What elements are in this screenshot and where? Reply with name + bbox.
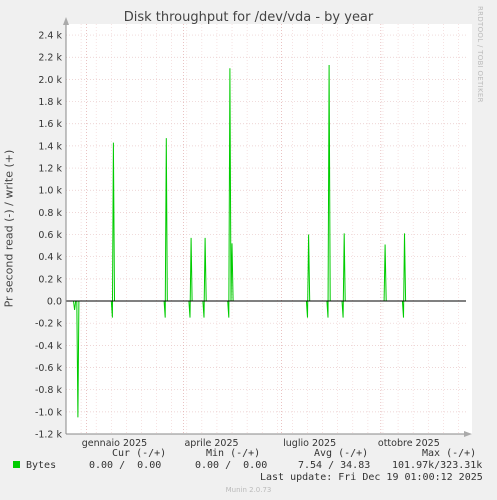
- y-tick-label: -0.2 k: [35, 319, 63, 330]
- legend-header-avg: Avg (-/+): [314, 448, 369, 459]
- y-tick-label: -1.0 k: [35, 407, 63, 418]
- legend-series-name: Bytes: [26, 460, 57, 471]
- chart-title: Disk throughput for /dev/vda - by year: [123, 10, 374, 25]
- x-axis-arrow: [464, 431, 472, 437]
- y-tick-label: 1.0 k: [38, 186, 62, 197]
- last-update: Last update: Fri Dec 19 01:00:12 2025: [260, 472, 483, 483]
- legend-cur-value: 0.00 / 0.00: [89, 460, 162, 471]
- munin-credit: Munin 2.0.73: [225, 486, 272, 494]
- y-tick-label: -1.2 k: [35, 430, 63, 441]
- rrdtool-credit: RRDTOOL / TOBI OETIKER: [476, 6, 484, 103]
- y-tick-label: 1.8 k: [38, 97, 62, 108]
- legend-avg-value: 7.54 / 34.83: [298, 460, 371, 471]
- y-tick-label: 2.2 k: [38, 53, 62, 64]
- y-ticks: -1.2 k -1.0 k -0.8 k -0.6 k -0.4 k -0.2 k 0.0 0…: [35, 31, 63, 441]
- y-tick-label: 2.0 k: [38, 75, 62, 86]
- x-ticks: gennaio 2025 aprile 2025 luglio 2025 ottobr…: [82, 438, 440, 449]
- y-tick-label: 1.4 k: [38, 141, 62, 152]
- y-tick-label: 0.4 k: [38, 252, 62, 263]
- y-tick-label: 0.8 k: [38, 208, 62, 219]
- legend-swatch-bytes: [13, 461, 20, 468]
- y-axis-arrow: [63, 17, 69, 25]
- x-tick-label: ottobre 2025: [378, 438, 440, 449]
- y-tick-label: 0.0: [47, 297, 62, 308]
- y-tick-label: 0.6 k: [38, 230, 62, 241]
- legend-header-min: Min (-/+): [206, 448, 261, 459]
- legend-header-max: Max (-/+): [422, 448, 477, 459]
- plot-background: [66, 24, 472, 434]
- x-tick-label: gennaio 2025: [82, 438, 147, 449]
- y-tick-label: -0.6 k: [35, 363, 63, 374]
- y-tick-label: 1.2 k: [38, 164, 62, 175]
- y-axis-label: Pr second read (-) / write (+): [2, 149, 16, 308]
- legend-header-cur: Cur (-/+): [112, 448, 167, 459]
- y-tick-label: 0.2 k: [38, 274, 62, 285]
- y-tick-label: -0.8 k: [35, 385, 63, 396]
- y-tick-label: 2.4 k: [38, 31, 62, 42]
- x-tick-label: aprile 2025: [184, 438, 238, 449]
- y-tick-label: 1.6 k: [38, 119, 62, 130]
- legend-max-value: 101.97k/323.31k: [392, 460, 483, 471]
- y-tick-label: -0.4 k: [35, 341, 63, 352]
- legend-min-value: 0.00 / 0.00: [195, 460, 268, 471]
- x-tick-label: luglio 2025: [283, 438, 336, 449]
